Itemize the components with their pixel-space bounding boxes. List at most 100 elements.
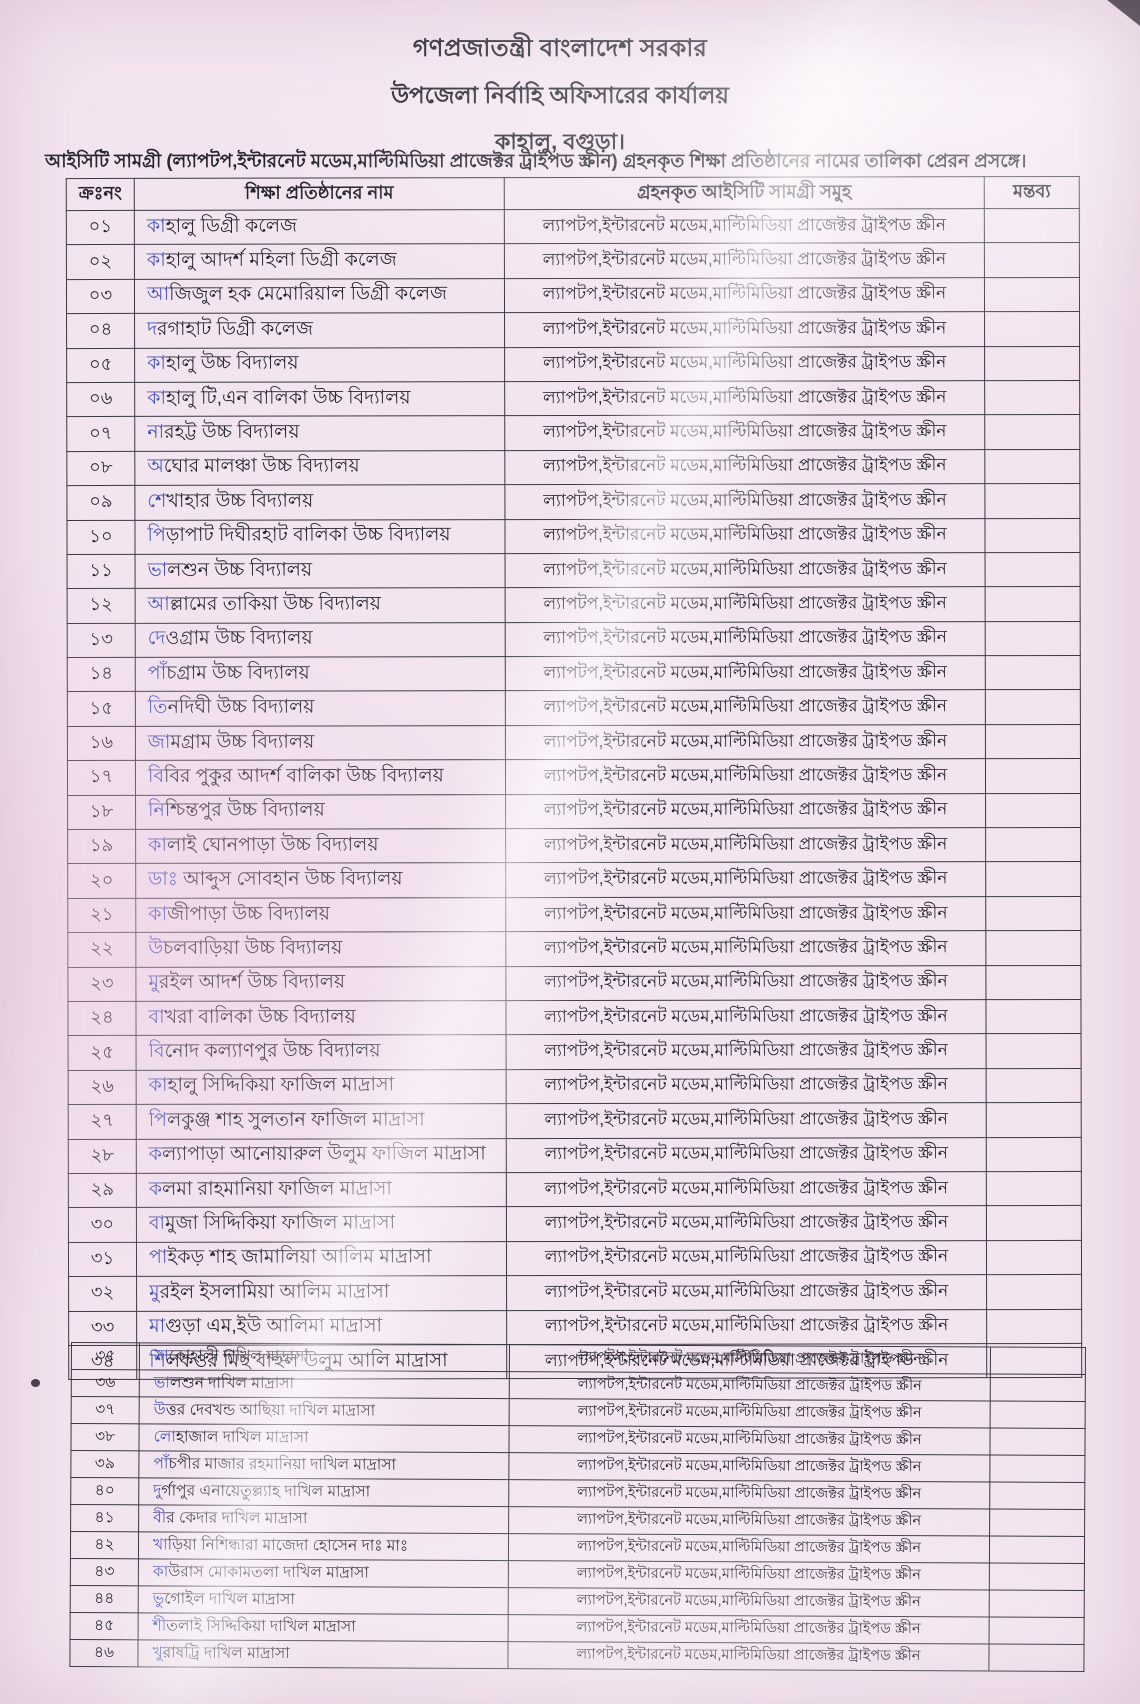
ict-items-cell: ল্যাপটপ,ইন্টারনেট মডেম,মাল্টিমিডিয়া প্র… [504, 449, 985, 485]
institution-name-cell: কাহালু ডিগ্রী কলেজ [134, 209, 505, 245]
remark-cell [984, 517, 1081, 553]
table-row: ২০ ডাঃ আব্দুস সোবহান উচ্চ বিদ্যালয় ল্যাপট… [67, 861, 1081, 899]
remark-cell [984, 483, 1080, 519]
ict-items-cell: ল্যাপটপ,ইন্টারনেট মডেম,মাল্টিমিডিয়া প্র… [509, 1398, 991, 1428]
remark-cell [986, 1308, 1082, 1344]
remark-cell [986, 1102, 1082, 1138]
institution-name-cell: কাউরাস মোকামতলা দাখিল মাদ্রাসা [138, 1558, 509, 1588]
serial-cell: ০৩ [66, 279, 135, 314]
table-row: ৪১ বীর কেদার দাখিল মাদ্রাসা ল্যাপটপ,ইন্টার… [70, 1504, 1085, 1537]
remark-cell [989, 1562, 1085, 1591]
institution-name-cell: মাগুড়া এম,ইউ আলিমা মাদ্রাসা [136, 1310, 507, 1346]
ict-items-cell: ল্যাপটপ,ইন্টারনেট মডেম,মাল্টিমিডিয়া প্র… [505, 690, 986, 726]
remark-cell [985, 965, 1081, 1000]
serial-cell: ৪২ [70, 1531, 139, 1559]
serial-cell: ২৭ [68, 1104, 137, 1140]
institution-name-cell: পাঁচগ্রাম উচ্চ বিদ্যালয় [135, 656, 506, 692]
ict-items-cell: ল্যাপটপ,ইন্টারনেট মডেম,মাল্টিমিডিয়া প্র… [506, 1137, 987, 1173]
remark-cell [985, 999, 1082, 1035]
ict-items-cell: ল্যাপটপ,ইন্টারনেট মডেম,মাল্টিমিডিয়া প্র… [504, 346, 985, 382]
table-row: ৩২ মুরইল ইসলামিয়া আলিম মাদ্রাসা ল্যাপটপ,ই… [68, 1274, 1082, 1312]
institution-name-cell: কাজীপাড়া উচ্চ বিদ্যালয় [135, 897, 506, 933]
serial-cell: ১৯ [67, 829, 136, 864]
remark-cell [985, 861, 1081, 897]
serial-cell: ০১ [66, 210, 135, 245]
ict-items-cell: ল্যাপটপ,ইন্টারনেট মডেম,মাল্টিমিডিয়া প্র… [508, 1614, 990, 1644]
serial-cell: ৩৫ [71, 1342, 140, 1370]
serial-cell: ৩১ [68, 1242, 137, 1277]
remark-cell [985, 689, 1081, 725]
remark-cell [985, 655, 1081, 691]
serial-cell: ১৮ [67, 795, 136, 830]
remark-cell [989, 1454, 1085, 1483]
table-row: ৪৩ কাউরাস মোকামতলা দাখিল মাদ্রাসা ল্যাপটপ,… [70, 1558, 1085, 1591]
table-row: ৪২ খাড়িয়া নিশিন্ধারা মাজেদা হোসেন দাঃ ম… [70, 1531, 1085, 1564]
remark-cell [984, 449, 1080, 484]
institution-name-cell: দুর্গাপুর এনায়েতুল্ল্যাহ দাখিল মাদ্রাসা [138, 1477, 509, 1507]
remark-cell [985, 552, 1081, 587]
office-title: উপজেলা নির্বাহি অফিসারের কার্যালয় [391, 82, 729, 108]
serial-cell: ২৫ [68, 1035, 137, 1071]
serial-cell: ৩৯ [70, 1450, 139, 1478]
table-row: ০৩ আজিজুল হক মেমোরিয়াল ডিগ্রী কলেজ ল্যাপট… [66, 277, 1080, 314]
remark-cell [985, 930, 1081, 966]
serial-cell: ২১ [67, 898, 136, 933]
remark-cell [985, 724, 1081, 759]
remark-cell [985, 827, 1081, 863]
serial-cell: ৩০ [68, 1207, 137, 1243]
serial-cell: ২০ [67, 863, 136, 899]
serial-cell: ৪৩ [70, 1558, 139, 1586]
ict-items-cell: ল্যাপটপ,ইন্টারনেট মডেম,মাল্টিমিডিয়া প্র… [506, 1068, 987, 1104]
table-row: ৩৮ লোহাজাল দাখিল মাদ্রাসা ল্যাপটপ,ইন্টারনে… [70, 1423, 1086, 1456]
institution-name-cell: বামুজা সিদ্দিকিয়া ফাজিল মাদ্রাসা [136, 1206, 507, 1243]
table-row: ১৪ পাঁচগ্রাম উচ্চ বিদ্যালয় ল্যাপটপ,ইন্টার… [67, 655, 1081, 693]
ict-items-cell: ল্যাপটপ,ইন্টারনেট মডেম,মাল্টিমিডিয়া প্র… [507, 1641, 990, 1671]
table-row: ০১ কাহালু ডিগ্রী কলেজ ল্যাপটপ,ইন্টারনেট মড… [66, 208, 1080, 245]
institution-name-cell: বিনোদ কল্যাণপুর উচ্চ বিদ্যালয় [136, 1035, 507, 1071]
ict-items-cell: ল্যাপটপ,ইন্টারনেট মডেম,মাল্টিমিডিয়া প্র… [505, 621, 986, 657]
remark-cell [990, 1373, 1086, 1402]
table-row: ৩৫ সাকোহালী দাখিল মাদ্রাসা ল্যাপটপ,ইন্টারন… [71, 1342, 1086, 1375]
table-row: ২৪ বাখরা বালিকা উচ্চ বিদ্যালয় ল্যাপটপ,ইন্… [67, 999, 1082, 1036]
table-row: ৪০ দুর্গাপুর এনায়েতুল্ল্যাহ দাখিল মাদ্রা… [70, 1477, 1085, 1510]
table-row: ২৮ কল্যাপাড়া আনোয়ারুল উলুম ফাজিল মাদ্রা… [68, 1136, 1082, 1174]
ict-items-cell: ল্যাপটপ,ইন্টারনেট মডেম,মাল্টিমিডিয়া প্র… [508, 1533, 990, 1563]
table-row: ১৯ কালাই ঘোনপাড়া উচ্চ বিদ্যালয় ল্যাপটপ,ই… [67, 827, 1081, 864]
column-header-ict-items: গ্রহনকৃত আইসিটি সামগ্রী সমুহ [504, 176, 985, 210]
table-row: ২১ কাজীপাড়া উচ্চ বিদ্যালয় ল্যাপটপ,ইন্টার… [67, 896, 1081, 933]
ict-items-cell: ল্যাপটপ,ইন্টারনেট মডেম,মাল্টিমিডিয়া প্র… [509, 1344, 991, 1374]
table-row: ১১ ভালশুন উচ্চ বিদ্যালয় ল্যাপটপ,ইন্টারনেট… [67, 552, 1081, 589]
institution-name-cell: খাড়িয়া নিশিন্ধারা মাজেদা হোসেন দাঃ মাঃ [138, 1531, 509, 1561]
column-header-institution: শিক্ষা প্রতিষ্ঠানের নাম [134, 177, 505, 211]
institution-name-cell: কাহালু আদর্শ মহিলা ডিগ্রী কলেজ [134, 244, 505, 280]
remark-cell [989, 1535, 1085, 1564]
serial-cell: ১৭ [67, 760, 136, 796]
table-row: ০৬ কাহালু টি,এন বালিকা উচ্চ বিদ্যালয় ল্যা… [66, 380, 1080, 417]
institution-name-cell: নিশ্চিন্তপুর উচ্চ বিদ্যালয় [135, 794, 506, 830]
serial-cell: ২৮ [68, 1138, 137, 1174]
serial-cell: ৩৬ [71, 1369, 140, 1397]
serial-cell: ৩২ [68, 1276, 137, 1312]
serial-cell: ৪১ [70, 1504, 139, 1532]
ict-items-cell: ল্যাপটপ,ইন্টারনেট মডেম,মাল্টিমিডিয়া প্র… [505, 552, 986, 588]
remark-cell [986, 1171, 1082, 1206]
institution-name-cell: দেওগ্রাম উচ্চ বিদ্যালয় [135, 622, 506, 658]
ict-items-cell: ল্যাপটপ,ইন্টারনেট মডেম,মাল্টিমিডিয়া প্র… [505, 758, 986, 795]
serial-cell: ৩৭ [71, 1396, 140, 1424]
remark-cell [984, 208, 1080, 244]
institution-name-cell: মুরইল ইসলামিয়া আলিম মাদ্রাসা [136, 1275, 507, 1311]
institution-name-cell: তিনদিঘী উচ্চ বিদ্যালয় [135, 691, 506, 727]
ict-items-cell: ল্যাপটপ,ইন্টারনেট মডেম,মাল্টিমিডিয়া প্র… [506, 1309, 987, 1345]
ict-items-cell: ল্যাপটপ,ইন্টারনেট মডেম,মাল্টিমিডিয়া প্র… [504, 208, 985, 245]
table-row: ১৭ বিবির পুকুর আদর্শ বালিকা উচ্চ বিদ্যালয… [67, 758, 1081, 796]
institution-name-cell: বীর কেদার দাখিল মাদ্রাসা [138, 1504, 509, 1534]
institution-name-cell: বিবির পুকুর আদর্শ বালিকা উচ্চ বিদ্যালয় [135, 759, 506, 796]
column-header-serial: ক্রঃনং [66, 178, 135, 211]
serial-cell: ৩৮ [70, 1423, 140, 1451]
institution-name-cell: শীতলাই সিদ্দিকিয়া দাখিল মাদ্রাসা [138, 1612, 509, 1642]
table-row: ৩৯ পাঁচপীর মাজার রহমানিয়া দাখিল মাদ্রাসা… [70, 1450, 1085, 1483]
remark-cell [990, 1346, 1086, 1375]
table-row: ৩১ পাইকড় শাহ জামালিয়া আলিম মাদ্রাসা ল্যা… [68, 1240, 1082, 1277]
institution-name-cell: পিড়াপাট দিঘীরহাট বালিকা উচ্চ বিদ্যালয় [134, 519, 506, 555]
